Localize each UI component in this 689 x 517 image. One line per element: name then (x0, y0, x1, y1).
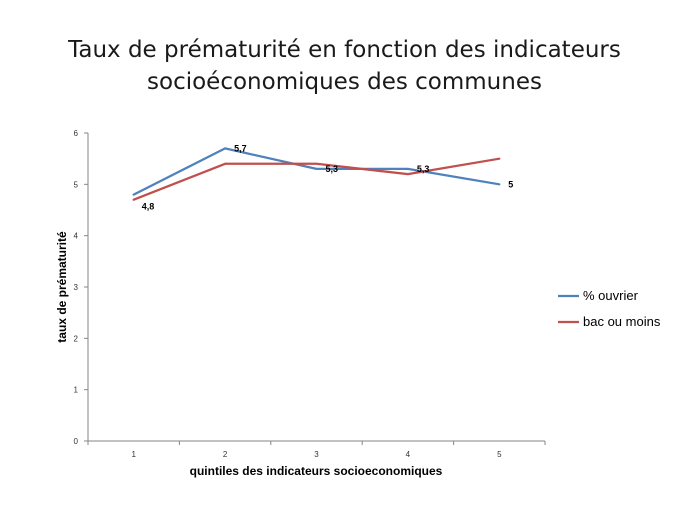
y-tick-label-0: 0 (74, 437, 79, 446)
x-tick-label-1: 2 (223, 450, 228, 459)
x-axis-title: quintiles des indicateurs socioeconomiqu… (190, 464, 443, 478)
legend: % ouvrier bac ou moins (558, 288, 661, 329)
x-tick-label-4: 5 (497, 450, 502, 459)
legend-label-2: bac ou moins (583, 314, 661, 329)
x-ticks: 1 2 3 4 5 (87, 441, 546, 459)
series-line-2 (132, 157, 501, 201)
y-tick-label-4: 4 (74, 232, 79, 241)
data-label-1-4: 5,3 (417, 164, 430, 174)
legend-label-1: % ouvrier (583, 288, 639, 303)
series-line-1 (132, 147, 501, 196)
data-label-1-3: 5,3 (326, 164, 339, 174)
y-tick-label-6: 6 (74, 129, 79, 138)
x-tick-label-3: 4 (406, 450, 411, 459)
y-tick-label-2: 2 (74, 334, 79, 343)
title-line-1: Taux de prématurité en fonction des indi… (68, 37, 621, 63)
x-axis: 1 2 3 4 5 quintiles des indicateurs socioeco… (87, 440, 546, 478)
data-label-1-2: 5,7 (234, 143, 247, 153)
y-axis-title: taux de prématurité (55, 231, 69, 343)
title-line-2: socioéconomiques des communes (147, 69, 542, 95)
plot-series (132, 147, 501, 201)
x-tick-label-2: 3 (314, 450, 319, 459)
y-tick-label-1: 1 (74, 386, 79, 395)
data-label-1-5: 5 (508, 179, 513, 189)
x-tick-label-0: 1 (131, 450, 136, 459)
y-tick-label-3: 3 (74, 283, 79, 292)
y-ticks: 0 1 2 3 4 5 6 (74, 129, 88, 446)
y-tick-label-5: 5 (74, 180, 79, 189)
slide-title: Taux de prématurité en fonction des indi… (40, 34, 649, 98)
y-axis: 0 1 2 3 4 5 6 taux de prématurité (55, 129, 89, 446)
data-label-1-1: 4,8 (142, 202, 155, 212)
data-labels: 4,8 5,7 5,3 5,3 5 (142, 143, 514, 211)
